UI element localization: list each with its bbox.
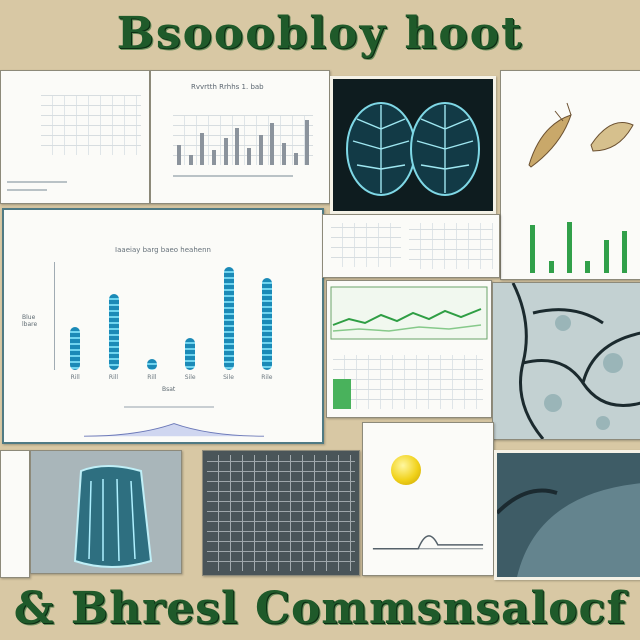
- bar: [246, 147, 251, 165]
- featured-chart-bars: [56, 262, 286, 370]
- featured-bar-chart-panel: Iaaeiay barg baeo heahenn Blue lbare Ril…: [2, 208, 324, 444]
- featured-chart-title: Iaaeiay barg baeo heahenn: [115, 246, 211, 254]
- bar: [530, 225, 536, 273]
- green-line-chart: [330, 286, 488, 340]
- bar: [603, 240, 609, 273]
- bar: [585, 261, 591, 273]
- bar: [258, 135, 263, 165]
- x-tick-label: Sile: [184, 374, 196, 381]
- x-tick-label: Sile: [223, 374, 234, 381]
- specimen-sketch-panel: [500, 70, 640, 280]
- notes-panel-left: [0, 450, 30, 578]
- bulb-icon: [391, 455, 421, 485]
- footer-title: & Bhresl Commsnsalocf: [13, 582, 627, 634]
- small-chart-grid: [173, 115, 313, 165]
- bar: [293, 152, 298, 165]
- tissue-photo-panel-right: [494, 450, 640, 580]
- green-bar-chart: [523, 171, 633, 279]
- featured-chart-yaxis: [54, 262, 55, 370]
- bar: [200, 132, 205, 165]
- bar: [108, 294, 119, 370]
- featured-chart-xticks: Rill Rill Rill Sile Sile Rile: [56, 374, 286, 384]
- x-tick-label: Rill: [70, 374, 80, 381]
- bar: [261, 278, 272, 370]
- green-line-chart-panel: [326, 280, 492, 418]
- chart-footnote-line: [124, 406, 214, 408]
- bar: [548, 261, 554, 273]
- bar: [270, 122, 275, 165]
- x-tick-label: Rile: [261, 374, 273, 381]
- x-tick-label: Rill: [108, 374, 119, 381]
- featured-chart-xlabel: Bsat: [162, 386, 176, 393]
- small-chart-title: Rvvrtth Rrhhs 1. bab: [191, 83, 264, 91]
- x-tick-label: Rill: [147, 374, 157, 381]
- bar: [223, 267, 234, 370]
- bar: [70, 326, 81, 370]
- cell-microscopy-image: [493, 283, 640, 439]
- bar-chart-panel-small: Rvvrtth Rrhhs 1. bab: [150, 70, 330, 204]
- bar: [146, 359, 157, 370]
- bar: [211, 150, 216, 165]
- green-data-table: [333, 355, 483, 409]
- bulb-diagram-panel: [362, 422, 494, 576]
- bar: [621, 231, 627, 273]
- data-table-panel: [322, 214, 500, 278]
- tissue-grid-panel: [202, 450, 360, 576]
- small-chart-bars: [173, 71, 313, 185]
- tissue-image-grid: [207, 455, 355, 571]
- distribution-curve: [84, 423, 264, 437]
- specimen-photo-panel: [30, 450, 182, 574]
- response-curve: [372, 535, 484, 550]
- plant-sketch-image: [528, 102, 634, 168]
- document-panel-top-left: [0, 70, 150, 204]
- data-table: [409, 223, 493, 269]
- bar: [235, 127, 240, 165]
- bar: [566, 222, 572, 273]
- bar: [176, 145, 181, 165]
- bar: [185, 337, 196, 370]
- document-line: [173, 175, 293, 177]
- leaf-specimen-image: [346, 102, 480, 196]
- cell-structure-panel: [492, 282, 640, 440]
- green-side-marker: [333, 379, 351, 409]
- document-line: [7, 181, 67, 183]
- bar: [281, 142, 286, 165]
- bar: [223, 137, 228, 165]
- featured-chart-ylabel: Blue lbare: [22, 314, 38, 328]
- bar: [188, 155, 193, 165]
- document-table: [41, 95, 141, 155]
- data-table: [331, 223, 401, 267]
- bar: [305, 120, 310, 165]
- header-title: Bsooobloy hoot: [116, 7, 524, 59]
- document-line: [7, 189, 47, 191]
- leaf-scan-panel: [330, 76, 496, 214]
- specimen-microscopy-image: [31, 451, 181, 573]
- tissue-microscopy-image: [497, 453, 640, 577]
